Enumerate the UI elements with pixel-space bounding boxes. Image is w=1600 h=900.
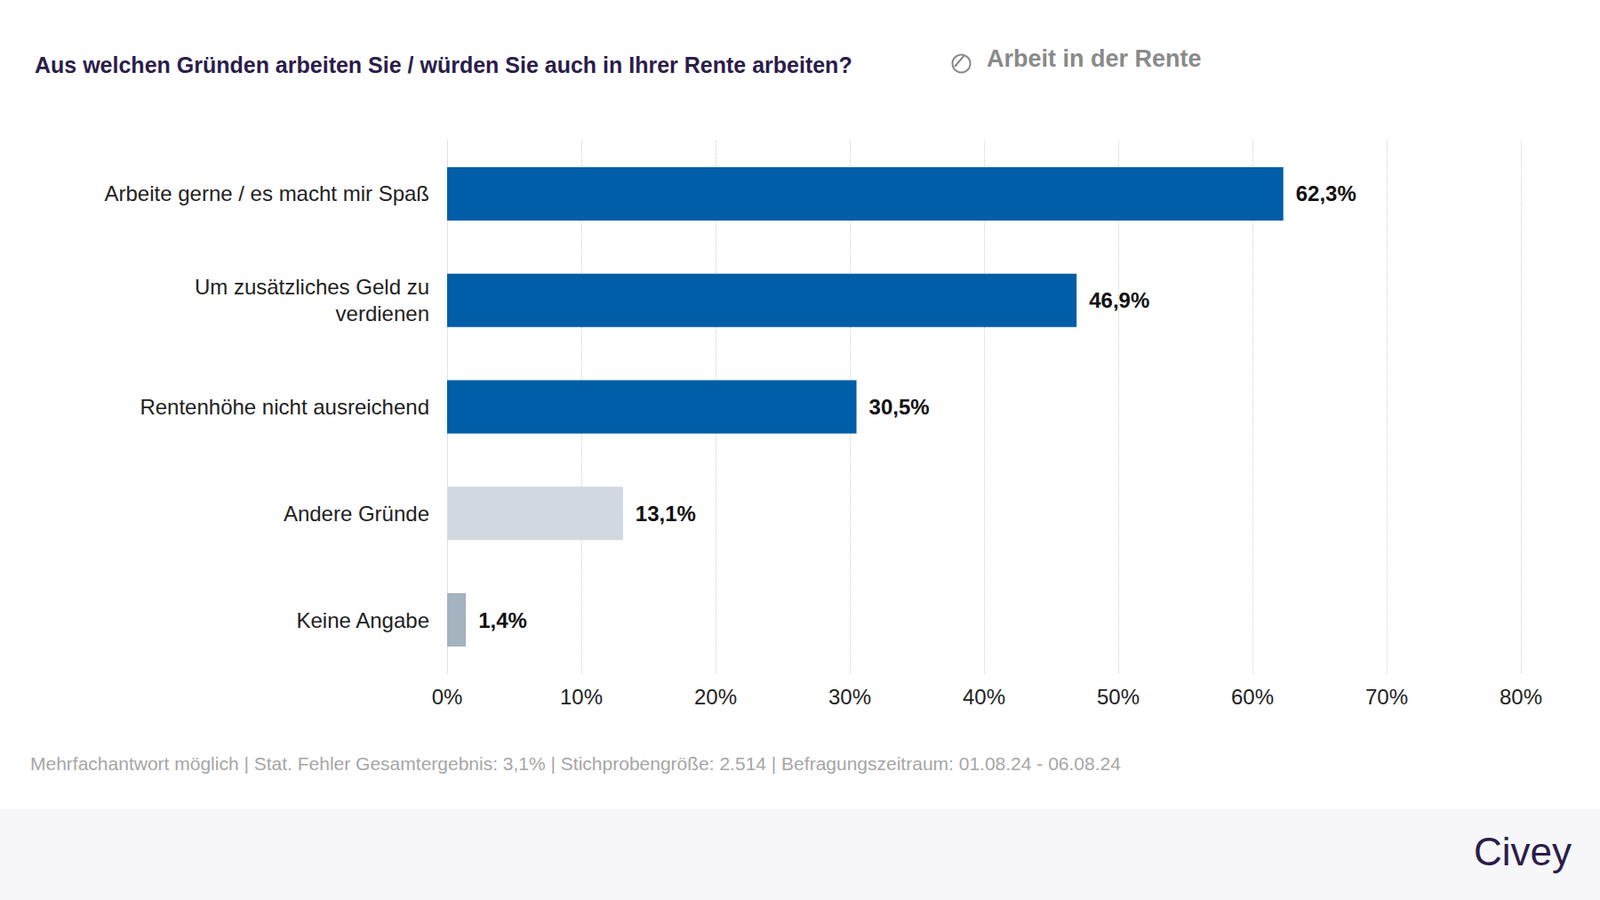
svg-text:13,1%: 13,1% bbox=[635, 501, 696, 526]
svg-text:0%: 0% bbox=[432, 684, 464, 709]
svg-text:40%: 40% bbox=[962, 684, 1006, 709]
svg-text:30%: 30% bbox=[828, 684, 872, 709]
svg-text:46,9%: 46,9% bbox=[1088, 288, 1150, 312]
svg-text:Keine Angabe: Keine Angabe bbox=[296, 608, 430, 632]
svg-text:Andere Gründe: Andere Gründe bbox=[283, 501, 430, 526]
svg-text:30,5%: 30,5% bbox=[869, 394, 930, 419]
svg-text:verdienen: verdienen bbox=[336, 301, 430, 326]
svg-text:Civey: Civey bbox=[1473, 829, 1572, 873]
svg-text:20%: 20% bbox=[694, 684, 737, 709]
svg-text:Mehrfachantwort möglich | Stat: Mehrfachantwort möglich | Stat. Fehler G… bbox=[30, 752, 1121, 774]
svg-text:50%: 50% bbox=[1096, 684, 1140, 709]
svg-text:10%: 10% bbox=[560, 684, 603, 709]
svg-text:80%: 80% bbox=[1499, 684, 1543, 709]
svg-text:1,4%: 1,4% bbox=[478, 608, 528, 632]
svg-text:Rentenhöhe nicht ausreichend: Rentenhöhe nicht ausreichend bbox=[139, 394, 430, 419]
svg-text:62,3%: 62,3% bbox=[1296, 181, 1357, 206]
svg-text:Arbeite gerne / es macht mir S: Arbeite gerne / es macht mir Spaß bbox=[104, 181, 430, 206]
svg-text:Arbeit in der Rente: Arbeit in der Rente bbox=[986, 45, 1202, 72]
svg-text:Aus welchen Gründen arbeiten S: Aus welchen Gründen arbeiten Sie / würde… bbox=[34, 52, 853, 78]
svg-text:70%: 70% bbox=[1365, 684, 1408, 709]
svg-text:60%: 60% bbox=[1231, 684, 1274, 709]
svg-text:Um zusätzliches Geld zu: Um zusätzliches Geld zu bbox=[194, 274, 430, 299]
